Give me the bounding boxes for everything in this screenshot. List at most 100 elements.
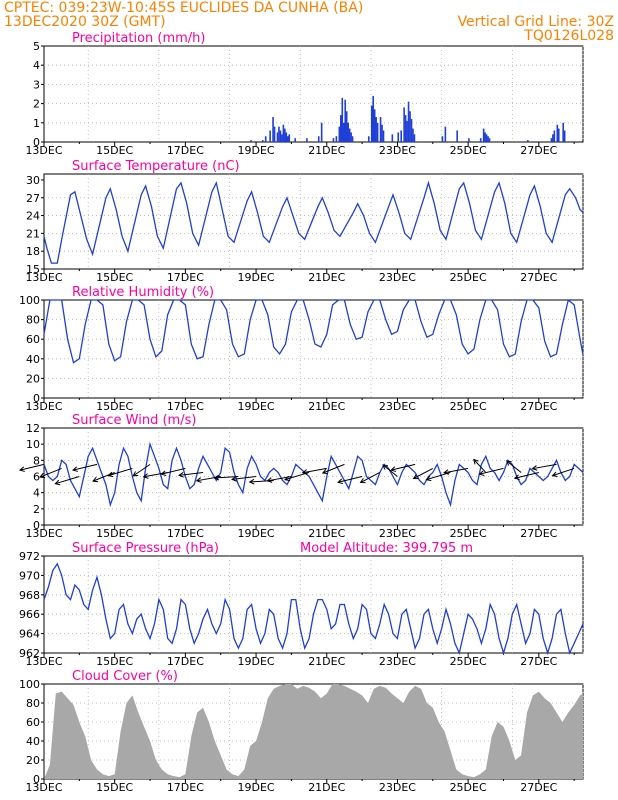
wind-vector-head xyxy=(248,478,255,485)
x-tick-label: 27DEC xyxy=(520,781,557,794)
precip-bar xyxy=(372,95,375,142)
precip-bar xyxy=(338,126,341,142)
wind-vector xyxy=(19,463,45,471)
wind-vector-head xyxy=(337,478,344,485)
precip-bar xyxy=(347,122,349,142)
wind-vector xyxy=(196,476,221,482)
x-tick-label: 15DEC xyxy=(96,271,133,284)
panel-pressure: 962 964 966 968 970 972 13DEC 15DEC 17DEC 19DEC 21… xyxy=(19,541,584,668)
wind-vector xyxy=(55,476,80,485)
y-tick-label: 4 xyxy=(33,59,40,72)
panel-temperature: 15 18 21 24 27 30 13DEC 15DEC 17DEC 19DEC 21DEC 23D… xyxy=(25,159,584,284)
x-tick-label: 15DEC xyxy=(96,781,133,794)
precip-bar xyxy=(406,120,408,142)
wind-vector-head xyxy=(505,460,512,466)
precip-bar xyxy=(282,124,285,142)
x-tick-label: 21DEC xyxy=(308,400,345,413)
x-tick-label: 19DEC xyxy=(238,781,275,794)
precip-bar xyxy=(375,117,377,142)
precip-bar xyxy=(261,140,264,142)
y-tick-label: 15 xyxy=(26,263,40,276)
wind-vector-head xyxy=(18,466,25,472)
wind-vector-head xyxy=(132,471,139,477)
wind-vector-head xyxy=(39,472,46,479)
panel-title: Precipitation (mm/h) xyxy=(72,31,205,46)
y-tick-label: 966 xyxy=(19,608,40,621)
wind-vector xyxy=(322,463,345,474)
y-tick-label: 2 xyxy=(33,98,40,111)
y-tick-label: 10 xyxy=(26,438,40,451)
precip-bar xyxy=(400,130,402,142)
y-tick-label: 962 xyxy=(19,647,40,660)
precip-bar xyxy=(344,99,347,142)
wind-vector xyxy=(360,472,381,483)
x-tick-label: 21DEC xyxy=(308,527,345,540)
wind-vector xyxy=(214,476,239,479)
header-grid-note: Vertical Grid Line: 30Z xyxy=(458,14,614,30)
wind-vector xyxy=(337,476,363,483)
x-tick-label: 25DEC xyxy=(450,781,487,794)
x-tick-label: 27DEC xyxy=(520,144,557,157)
x-tick-label: 17DEC xyxy=(167,527,204,540)
header-station: CPTEC: 039:23W-10:45S EUCLIDES DA CUNHA … xyxy=(4,0,363,16)
precip-bar xyxy=(557,128,560,142)
x-tick-label: 15DEC xyxy=(96,527,133,540)
precip-bar xyxy=(441,136,444,142)
plot-frame xyxy=(43,555,584,654)
wind-vector-head xyxy=(425,475,432,482)
panel-precipitation: 0 1 2 3 4 5 13DEC 15DEC 17DEC 19DEC 21DEC 23DEC 25DE… xyxy=(25,31,584,157)
precip-bar xyxy=(550,138,553,142)
y-tick-label: 968 xyxy=(19,589,40,602)
x-tick-label: 25DEC xyxy=(450,144,487,157)
precip-bar xyxy=(269,130,271,142)
precip-bar xyxy=(294,138,296,142)
y-tick-label: 0 xyxy=(33,773,40,786)
precip-bar xyxy=(482,128,485,142)
precip-bar xyxy=(527,140,529,142)
panel-title: Cloud Cover (%) xyxy=(72,669,178,684)
precip-bar xyxy=(276,132,279,142)
wind-vector-head xyxy=(178,472,184,478)
panel-cloud-cover: 0 20 40 60 80 100 13DEC 15DEC 17DEC 19DEC 21DEC 23D… xyxy=(19,669,584,794)
wind-vector xyxy=(473,459,487,473)
wind-vector-head xyxy=(266,477,273,483)
wind-vector xyxy=(552,467,575,477)
wind-vector-head xyxy=(551,471,558,477)
series-line xyxy=(43,298,584,364)
x-tick-label: 17DEC xyxy=(167,655,204,668)
precip-bar xyxy=(456,130,458,142)
x-tick-label: 27DEC xyxy=(520,400,557,413)
precip-bar xyxy=(488,138,491,142)
precip-bar xyxy=(351,136,354,142)
precip-bar xyxy=(317,136,320,142)
header-code: TQ0126L028 xyxy=(523,28,614,44)
precip-bar xyxy=(409,111,411,142)
plot-frame xyxy=(43,45,584,143)
wind-vector xyxy=(382,464,398,477)
x-tick-label: 27DEC xyxy=(520,271,557,284)
x-tick-label: 13DEC xyxy=(25,144,62,157)
x-tick-label: 15DEC xyxy=(96,655,133,668)
precip-bar xyxy=(563,130,566,142)
wind-vector xyxy=(532,463,557,470)
precip-bar xyxy=(404,115,407,142)
wind-vector xyxy=(161,467,186,475)
y-tick-label: 1 xyxy=(33,117,40,130)
precip-bar xyxy=(281,134,283,142)
precip-bar xyxy=(279,130,282,142)
wind-vector xyxy=(514,471,539,479)
x-tick-label: 23DEC xyxy=(379,271,416,284)
y-tick-label: 40 xyxy=(26,735,40,748)
y-tick-label: 60 xyxy=(26,716,40,729)
y-tick-label: 5 xyxy=(33,40,40,53)
precip-bar xyxy=(444,126,447,142)
x-tick-label: 23DEC xyxy=(379,527,416,540)
y-tick-label: 21 xyxy=(26,227,40,240)
wind-vector-head xyxy=(231,476,237,482)
precip-bar xyxy=(479,138,482,142)
x-tick-label: 19DEC xyxy=(238,400,275,413)
wind-vector-head xyxy=(107,471,114,478)
x-tick-label: 13DEC xyxy=(25,781,62,794)
panel-title: Surface Temperature (nC) xyxy=(72,159,240,174)
precip-bar xyxy=(379,117,382,142)
